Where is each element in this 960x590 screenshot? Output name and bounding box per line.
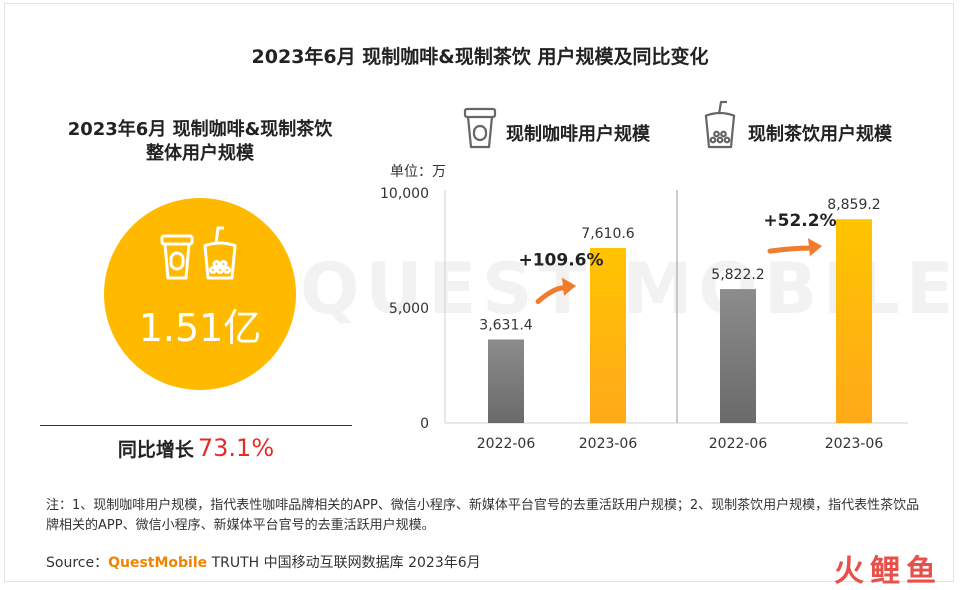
bar-value-label: 7,610.6 [581, 226, 635, 242]
overall-title-line1: 2023年6月 现制咖啡&现制茶饮 [67, 119, 333, 140]
corner-logo: 火鲤鱼 [834, 554, 942, 589]
bar-tea-2023-06 [836, 219, 872, 423]
bar-chart: 单位：万 0 5,000 10,000 3,631.4 2022-06 7,610.6 2… [380, 164, 908, 452]
growth-rate: 73.1% [197, 434, 275, 462]
unit-label: 单位：万 [390, 164, 446, 180]
x-tick-label: 2023-06 [825, 436, 884, 452]
y-tick-label: 0 [420, 416, 429, 432]
growth-label: +52.2% [763, 211, 836, 231]
growth-label: +109.6% [518, 251, 603, 271]
y-tick-label: 5,000 [389, 301, 429, 317]
milk-tea-legend-icon [704, 100, 736, 149]
y-tick-label: 10,000 [380, 186, 429, 202]
source-line: Source：QuestMobile TRUTH 中国移动互联网数据库 2023… [46, 552, 481, 572]
growth-arrow [767, 245, 813, 254]
legend-tea: 现制茶饮用户规模 [748, 124, 892, 145]
x-tick-label: 2022-06 [477, 436, 536, 452]
divider-line [40, 425, 352, 426]
source-prefix: Source： [46, 555, 109, 571]
source-rest: TRUTH 中国移动互联网数据库 2023年6月 [207, 555, 481, 571]
legend-coffee: 现制咖啡用户规模 [506, 124, 650, 145]
bar-value-label: 5,822.2 [711, 267, 764, 283]
overall-title-line2: 整体用户规模 [146, 143, 254, 164]
overall-circle [104, 198, 296, 390]
coffee-cup-icon [160, 234, 194, 280]
overall-growth: 同比增长 73.1% [40, 434, 352, 462]
x-tick-label: 2023-06 [579, 436, 638, 452]
bar-value-label: 3,631.4 [479, 317, 533, 333]
growth-arrow-head [808, 238, 822, 257]
coffee-cup-legend-icon [463, 107, 497, 149]
milk-tea-icon [203, 226, 237, 280]
bar-tea-2022-06 [720, 289, 756, 423]
bar-value-label: 8,859.2 [827, 197, 880, 213]
main-title: 2023年6月 现制咖啡&现制茶饮 用户规模及同比变化 [251, 46, 709, 68]
cup-icons [160, 226, 237, 280]
x-tick-label: 2022-06 [709, 436, 768, 452]
growth-label: 同比增长 [117, 439, 194, 461]
overall-title: 2023年6月 现制咖啡&现制茶饮 整体用户规模 [40, 118, 360, 166]
source-brand: QuestMobile [108, 555, 208, 571]
growth-arrow [535, 285, 567, 304]
frame [4, 3, 954, 582]
bar-coffee-2023-06 [590, 247, 626, 423]
growth-arrow-head [562, 277, 576, 296]
footnote: 注：1、现制咖啡用户规模，指代表性咖啡品牌相关的APP、微信小程序、新媒体平台官… [46, 498, 920, 533]
overall-value: 1.51亿 [138, 306, 262, 350]
bar-coffee-2022-06 [488, 339, 524, 423]
